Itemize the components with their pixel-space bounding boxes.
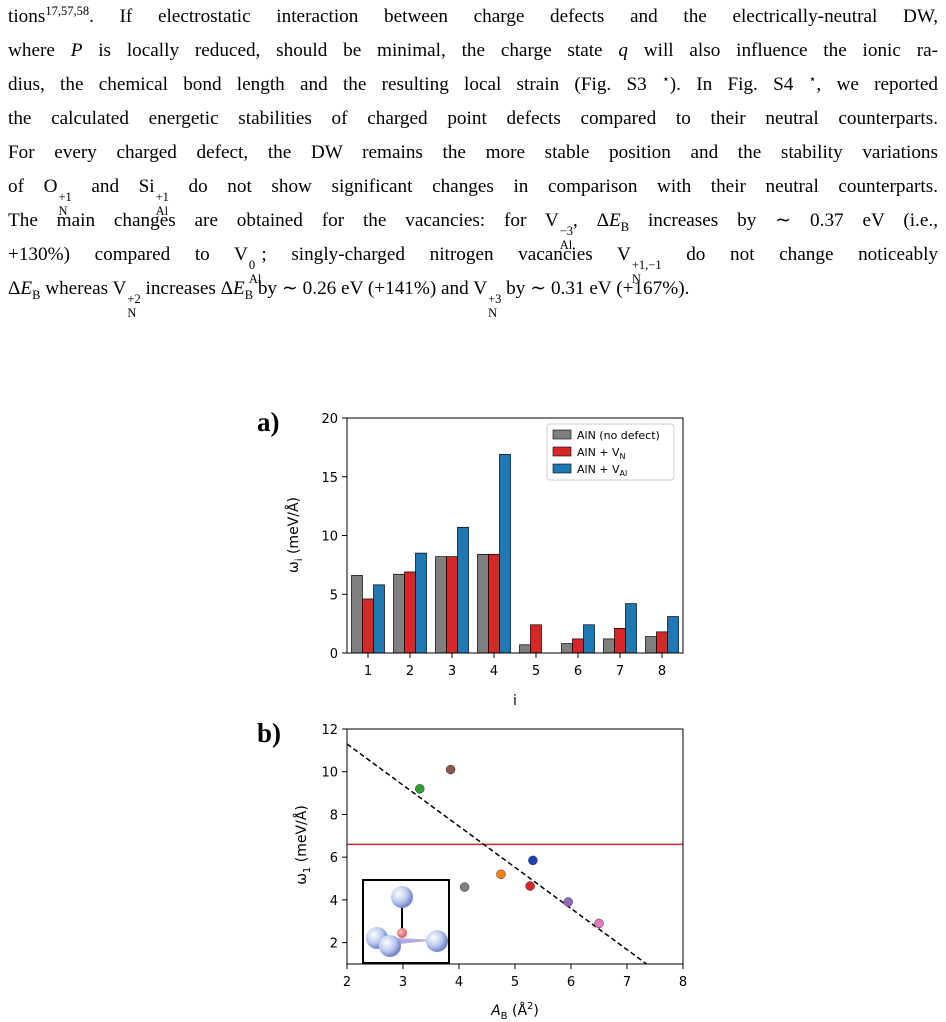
legend-swatch-val	[552, 463, 572, 474]
bar	[561, 643, 573, 654]
x-tick-label: 2	[343, 975, 351, 990]
y-tick-label: 20	[321, 412, 338, 427]
atom-left	[366, 927, 388, 949]
legend-label-val: AlN + VAl	[577, 463, 627, 478]
panel-a-label: a)	[257, 407, 280, 437]
y-tick-label: 8	[330, 808, 338, 823]
legend-label-no-defect: AlN (no defect)	[577, 429, 660, 442]
text-line-3: dius, the chemical bond length and the r…	[8, 72, 938, 95]
scatter-point	[445, 764, 456, 775]
y-tick-label: 6	[330, 851, 338, 866]
text-line-6: of O +1 N and Si +1 Al do not show significa…	[8, 176, 938, 218]
bar	[477, 553, 489, 654]
y-tick-label: 4	[330, 894, 338, 909]
scatter-chart-ylabel: ω1 (meV/Å)	[293, 805, 313, 885]
atom-top	[391, 886, 413, 908]
y-tick-label: 2	[330, 937, 338, 952]
text-line-9: ΔEB whereas V +2 N increases ΔEB by ∼ 0.26…	[8, 278, 690, 320]
bar	[667, 616, 679, 654]
bar	[656, 631, 668, 654]
legend-label-vn: AlN + VN	[577, 446, 626, 461]
atom-center	[397, 928, 407, 938]
bar	[351, 575, 363, 654]
scatter-point	[594, 918, 604, 929]
bar	[530, 624, 542, 654]
atom-front	[379, 935, 401, 957]
text-line-1: tions17,57,58. If electrostatic interact…	[8, 4, 938, 27]
x-tick-label: 6	[567, 975, 575, 990]
bar	[404, 571, 416, 654]
bar	[499, 454, 511, 654]
bar	[488, 553, 500, 654]
bar	[645, 636, 657, 654]
y-tick-label: 10	[321, 766, 338, 781]
x-tick-label: 8	[679, 975, 687, 990]
bar	[415, 552, 427, 654]
scatter-chart-xlabel: AB (Å2)	[490, 1001, 539, 1022]
x-tick-label: 5	[532, 664, 540, 679]
bar	[625, 603, 637, 654]
bar	[583, 624, 595, 654]
y-tick-label: 12	[321, 723, 338, 738]
x-tick-label: 1	[364, 664, 372, 679]
legend-swatch-no-defect	[552, 429, 572, 440]
paragraph: tions17,57,58. If electrostatic interact…	[8, 0, 938, 320]
scatter-point	[496, 869, 506, 880]
x-tick-label: 5	[511, 975, 519, 990]
panel-b-label: b)	[257, 718, 282, 748]
scatter-point	[563, 897, 573, 907]
scatter-point	[525, 881, 535, 891]
x-tick-label: 7	[623, 975, 631, 990]
legend-swatch-vn	[552, 446, 572, 457]
bar	[446, 556, 458, 654]
bar-chart-xlabel: i	[513, 693, 517, 709]
text-line-2: where P is locally reduced, should be mi…	[8, 40, 938, 61]
bar-chart-legend: AlN (no defect) AlN + VN AlN + VAl	[546, 423, 675, 481]
scatter-point	[459, 882, 470, 892]
inset-structure-image	[362, 879, 450, 964]
bar-chart-frame	[346, 417, 684, 654]
scatter-chart-panel: 2 4 6 8 10 12 2 3 4 5 6 7 8	[321, 723, 687, 990]
x-tick-label: 2	[406, 664, 414, 679]
x-tick-label: 4	[455, 975, 463, 990]
bar	[457, 526, 469, 654]
bar-chart-panel: 0 5 10 15 20 1 2 3 4 5 6 7 8	[321, 412, 684, 679]
text-line-5: For every charged defect, the DW remains…	[8, 142, 938, 163]
text-line-7: The main changes are obtained for the va…	[8, 210, 938, 252]
scatter-point	[528, 855, 538, 866]
y-tick-label: 10	[321, 530, 338, 545]
fit-line	[346, 743, 648, 965]
scatter-point	[415, 784, 425, 794]
y-tick-label: 5	[330, 588, 338, 603]
atom-right	[426, 930, 448, 952]
bar	[393, 573, 405, 654]
y-tick-label: 15	[321, 471, 338, 486]
scatter-chart-frame	[346, 728, 684, 965]
text-line-4: the calculated energetic stabilities of …	[8, 108, 938, 129]
x-tick-label: 3	[448, 664, 456, 679]
x-tick-label: 6	[574, 664, 582, 679]
bar	[603, 638, 615, 654]
text-line-8: +130%) compared to V 0 Al; singly-charged …	[8, 244, 938, 286]
x-tick-label: 8	[658, 664, 666, 679]
x-tick-label: 7	[616, 664, 624, 679]
bar	[373, 584, 385, 654]
x-tick-label: 3	[399, 975, 407, 990]
bar	[519, 644, 531, 654]
bar	[362, 598, 374, 654]
x-tick-label: 4	[490, 664, 498, 679]
bar-chart-ylabel: ωi (meV/Å)	[285, 497, 305, 573]
y-tick-label: 0	[330, 647, 338, 662]
bar	[572, 638, 584, 654]
bar	[435, 556, 447, 654]
bar	[614, 627, 626, 654]
